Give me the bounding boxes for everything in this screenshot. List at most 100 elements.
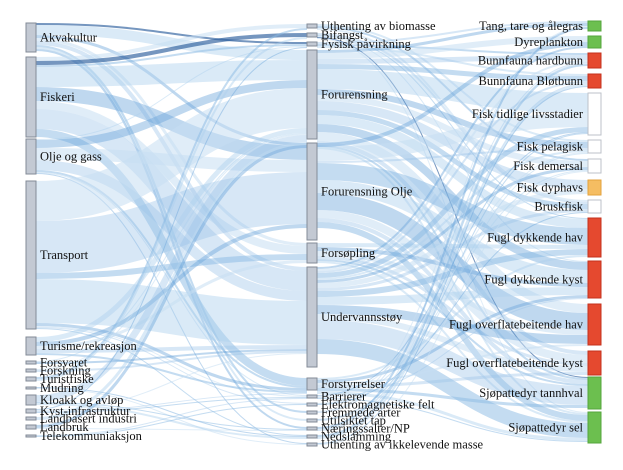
sankey-link-uthenting_biomasse-to-fisk_demersal[interactable] bbox=[316, 26, 589, 161]
sankey-node-akvakultur[interactable] bbox=[25, 22, 37, 53]
sankey-node-mudring[interactable] bbox=[25, 386, 37, 390]
sankey-link-undervannsstoy-to-fugl_dykkende_kyst[interactable] bbox=[316, 287, 589, 305]
sankey-link-forurensning-to-fisk_dyphavs[interactable] bbox=[316, 101, 589, 189]
sankey-node-bunnfauna_blotbunn[interactable] bbox=[587, 73, 602, 89]
sankey-link-forurensning-to-tang[interactable] bbox=[316, 23, 589, 53]
sankey-node-nedslamming[interactable] bbox=[306, 434, 318, 439]
sankey-link-forstyrrelser-to-fugl_dykkende_kyst[interactable] bbox=[316, 295, 589, 383]
sankey-link-fiskeri-to-uthenting_biomasse[interactable] bbox=[35, 24, 308, 61]
sankey-node-utilsiktet_tap[interactable] bbox=[306, 418, 318, 423]
sankey-link-forurensning-to-bunnfauna_blotbunn[interactable] bbox=[316, 64, 589, 81]
sankey-node-olje_og_gass[interactable] bbox=[25, 138, 37, 175]
sankey-link-forskning-to-undervannsstoy[interactable] bbox=[35, 351, 308, 372]
sankey-link-telekom-to-barrierer[interactable] bbox=[35, 398, 308, 436]
sankey-link-barrierer-to-fisk_pelagisk[interactable] bbox=[316, 152, 589, 397]
sankey-link-forurensning_olje-to-fugl_overflate_hav[interactable] bbox=[316, 193, 589, 330]
sankey-link-undervannsstoy-to-fisk_dyphavs[interactable] bbox=[316, 189, 589, 288]
sankey-node-fisk_demersal[interactable] bbox=[587, 158, 602, 174]
sankey-link-transport-to-forsopling[interactable] bbox=[35, 254, 308, 279]
sankey-node-fugl_dykkende_hav[interactable] bbox=[587, 217, 602, 258]
sankey-link-forurensning_olje-to-dyreplankton[interactable] bbox=[316, 42, 589, 147]
sankey-link-forurensning_olje-to-fisk_tidlige[interactable] bbox=[316, 113, 589, 161]
sankey-link-olje_og_gass-to-undervannsstoy[interactable] bbox=[35, 160, 308, 301]
sankey-link-transport-to-undervannsstoy[interactable] bbox=[35, 279, 308, 345]
sankey-node-fisk_tidlige[interactable] bbox=[587, 92, 602, 136]
sankey-node-forskning[interactable] bbox=[25, 368, 37, 373]
sankey-link-forurensning_olje-to-fisk_pelagisk[interactable] bbox=[316, 148, 589, 163]
sankey-link-forurensning_olje-to-fugl_dykkende_kyst[interactable] bbox=[316, 180, 589, 283]
sankey-link-turisme-to-forurensning_olje[interactable] bbox=[35, 224, 308, 346]
sankey-link-forstyrrelser-to-sjopattedyr_tannhval[interactable] bbox=[316, 388, 589, 408]
sankey-node-turisme[interactable] bbox=[25, 336, 37, 356]
sankey-link-undervannsstoy-to-fugl_overflate_hav[interactable] bbox=[316, 305, 589, 344]
sankey-link-forurensning-to-fugl_overflate_hav[interactable] bbox=[316, 132, 589, 313]
sankey-link-mudring-to-nedslamming[interactable] bbox=[35, 387, 308, 437]
sankey-link-undervannsstoy-to-fisk_pelagisk[interactable] bbox=[316, 150, 589, 280]
sankey-node-landbruk[interactable] bbox=[25, 424, 37, 430]
sankey-node-forurensning[interactable] bbox=[306, 49, 318, 140]
sankey-link-kyst_infrastruktur-to-forstyrrelser[interactable] bbox=[35, 393, 308, 412]
sankey-link-nedslamming-to-bunnfauna_hardbunn[interactable] bbox=[316, 64, 589, 437]
sankey-link-akvakultur-to-utilsiktet_tap[interactable] bbox=[35, 47, 308, 421]
sankey-node-barrierer[interactable] bbox=[306, 394, 318, 399]
sankey-link-fremmede_arter-to-bunnfauna_hardbunn[interactable] bbox=[316, 62, 589, 413]
sankey-link-undervannsstoy-to-bunnfauna_hardbunn[interactable] bbox=[316, 60, 589, 271]
sankey-node-naeringssalter[interactable] bbox=[306, 426, 318, 431]
sankey-node-em_felt[interactable] bbox=[306, 402, 318, 407]
sankey-link-barrierer-to-sjopattedyr_sel[interactable] bbox=[316, 398, 589, 442]
sankey-link-akvakultur-to-naeringssalter[interactable] bbox=[35, 49, 308, 429]
sankey-node-bunnfauna_hardbunn[interactable] bbox=[587, 52, 602, 69]
sankey-link-utilsiktet_tap-to-fisk_pelagisk[interactable] bbox=[316, 153, 589, 421]
sankey-link-forurensning_olje-to-sjopattedyr_tannhval[interactable] bbox=[316, 218, 589, 384]
sankey-link-fysisk_pavirkning-to-bunnfauna_blotbunn[interactable] bbox=[316, 46, 589, 76]
sankey-link-fiskeri-to-forstyrrelser[interactable] bbox=[35, 129, 308, 386]
sankey-link-uthenting_masse-to-bunnfauna_blotbunn[interactable] bbox=[316, 86, 589, 444]
sankey-link-forskning-to-forurensning[interactable] bbox=[35, 134, 308, 370]
sankey-node-sjopattedyr_tannhval[interactable] bbox=[587, 376, 602, 410]
sankey-link-forurensning-to-dyreplankton[interactable] bbox=[316, 36, 589, 59]
sankey-link-olje_og_gass-to-fysisk_pavirkning[interactable] bbox=[35, 46, 308, 140]
sankey-link-fysisk_pavirkning-to-tang[interactable] bbox=[316, 21, 589, 44]
sankey-link-undervannsstoy-to-fisk_demersal[interactable] bbox=[316, 167, 589, 283]
sankey-node-fremmede_arter[interactable] bbox=[306, 410, 318, 415]
sankey-link-forurensning-to-fisk_pelagisk[interactable] bbox=[316, 89, 589, 148]
sankey-link-naeringssalter-to-tang[interactable] bbox=[316, 27, 589, 429]
sankey-link-forsopling-to-fugl_overflate_kyst[interactable] bbox=[316, 256, 589, 366]
sankey-node-bruskfisk[interactable] bbox=[587, 199, 602, 214]
sankey-link-olje_og_gass-to-forurensning[interactable] bbox=[35, 80, 308, 148]
sankey-link-turistfiske-to-uthenting_biomasse[interactable] bbox=[35, 28, 308, 379]
sankey-link-undervannsstoy-to-sjopattedyr_sel[interactable] bbox=[316, 339, 589, 438]
sankey-node-kyst_infrastruktur[interactable] bbox=[25, 408, 37, 414]
sankey-node-dyreplankton[interactable] bbox=[587, 35, 602, 49]
sankey-link-fiskeri-to-bifangst[interactable] bbox=[35, 33, 308, 65]
sankey-link-forurensning-to-fisk_tidlige[interactable] bbox=[316, 69, 589, 113]
sankey-link-fiskeri-to-forurensning[interactable] bbox=[35, 60, 308, 87]
sankey-link-kyst_infrastruktur-to-barrierer[interactable] bbox=[35, 397, 308, 413]
sankey-node-fiskeri[interactable] bbox=[25, 56, 37, 138]
sankey-node-forurensning_olje[interactable] bbox=[306, 142, 318, 241]
sankey-link-undervannsstoy-to-fugl_overflate_kyst[interactable] bbox=[316, 314, 589, 372]
sankey-node-fugl_overflate_hav[interactable] bbox=[587, 303, 602, 346]
sankey-node-bifangst[interactable] bbox=[306, 32, 318, 38]
sankey-link-undervannsstoy-to-fugl_dykkende_hav[interactable] bbox=[316, 249, 589, 297]
sankey-link-kloakk-to-naeringssalter[interactable] bbox=[35, 402, 308, 430]
sankey-link-barrierer-to-fisk_tidlige[interactable] bbox=[316, 132, 589, 396]
sankey-link-akvakultur-to-fremmede_arter[interactable] bbox=[35, 45, 308, 413]
sankey-link-nedslamming-to-bunnfauna_blotbunn[interactable] bbox=[316, 84, 589, 439]
sankey-link-kyst_infrastruktur-to-fysisk_pavirkning[interactable] bbox=[35, 47, 308, 410]
sankey-link-naeringssalter-to-bunnfauna_hardbunn[interactable] bbox=[316, 63, 589, 430]
sankey-link-turisme-to-undervannsstoy[interactable] bbox=[35, 345, 308, 353]
sankey-link-forurensning-to-bruskfisk[interactable] bbox=[316, 110, 589, 209]
sankey-node-telekom[interactable] bbox=[25, 434, 37, 438]
sankey-node-forstyrrelser[interactable] bbox=[306, 377, 318, 391]
sankey-link-fremmede_arter-to-tang[interactable] bbox=[316, 26, 589, 412]
sankey-link-kloakk-to-forurensning[interactable] bbox=[35, 135, 308, 402]
sankey-link-uthenting_biomasse-to-bruskfisk[interactable] bbox=[316, 28, 589, 202]
sankey-node-fisk_dyphavs[interactable] bbox=[587, 179, 602, 196]
sankey-node-sjopattedyr_sel[interactable] bbox=[587, 411, 602, 444]
sankey-link-forurensning_olje-to-fugl_overflate_kyst[interactable] bbox=[316, 210, 589, 363]
sankey-link-telekom-to-em_felt[interactable] bbox=[35, 404, 308, 437]
sankey-node-fisk_pelagisk[interactable] bbox=[587, 139, 602, 154]
sankey-node-undervannsstoy[interactable] bbox=[306, 266, 318, 368]
sankey-node-landbasert[interactable] bbox=[25, 416, 37, 421]
